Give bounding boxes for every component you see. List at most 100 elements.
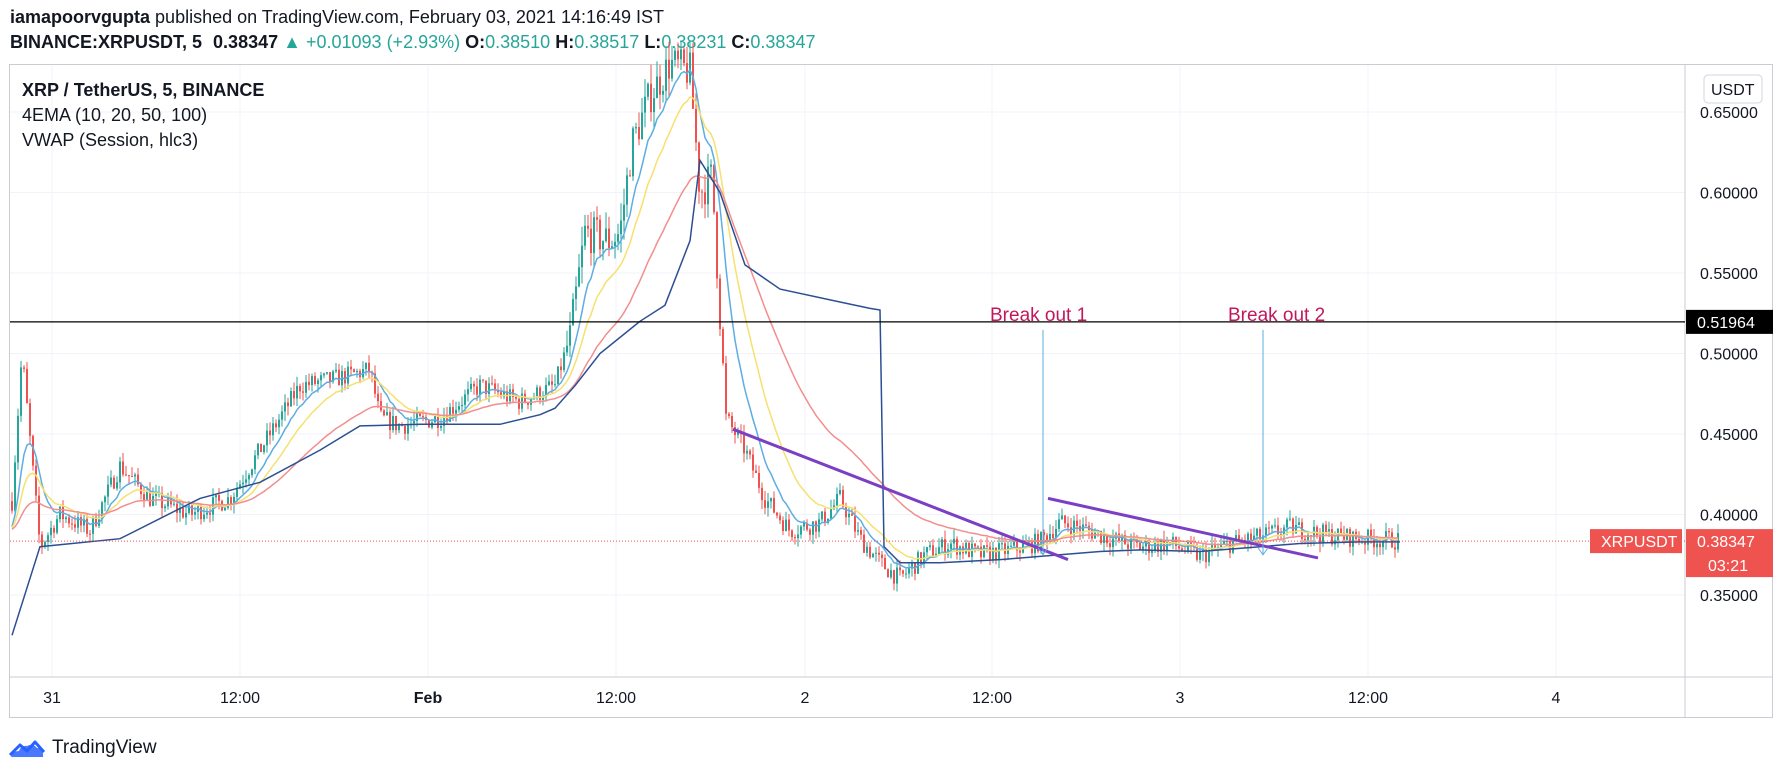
candle-body: [38, 495, 40, 535]
candle-body: [791, 530, 793, 538]
ohlc-header: BINANCE:XRPUSDT, 5 0.38347 ▲ +0.01093 (+…: [10, 32, 815, 53]
candle-body: [59, 506, 61, 520]
candle-body: [737, 431, 739, 435]
candle-body: [986, 545, 988, 547]
open-label: O:: [465, 32, 486, 52]
candle-body: [332, 371, 334, 382]
breakout-2-label[interactable]: Break out 2: [1228, 305, 1325, 326]
time-tick-label: 31: [43, 690, 61, 707]
candle-body: [1364, 541, 1366, 545]
candle-body: [86, 518, 88, 534]
candle-body: [764, 500, 766, 508]
trendline-2[interactable]: [1047, 496, 1319, 560]
candle-body: [1271, 525, 1273, 529]
currency-label: USDT: [1711, 82, 1755, 99]
candle-body: [587, 225, 589, 229]
vwap-legend[interactable]: VWAP (Session, hlc3): [22, 130, 199, 150]
candle-body: [320, 375, 322, 381]
candle-body: [854, 515, 856, 532]
candle-body: [590, 228, 592, 254]
candle-body: [788, 519, 790, 531]
candle-body: [944, 539, 946, 555]
price-tick-label: 0.45000: [1700, 427, 1758, 444]
time-tick-label: 12:00: [220, 690, 260, 707]
candle-body: [1190, 541, 1192, 546]
price-tick-label: 0.65000: [1700, 105, 1758, 122]
candle-body: [440, 425, 442, 428]
candle-body: [941, 539, 943, 548]
last-price: 0.38347: [213, 32, 279, 52]
candle-body: [212, 497, 214, 515]
candle-body: [812, 521, 814, 535]
candle-body: [1220, 543, 1222, 547]
price-tick-label: 0.35000: [1700, 588, 1758, 605]
author-name[interactable]: iamapoorvgupta: [10, 7, 151, 27]
time-tick-label: 4: [1552, 690, 1561, 707]
candle-body: [893, 570, 895, 584]
candle-body: [713, 164, 715, 213]
candle-body: [668, 59, 670, 79]
countdown-timer: 03:21: [1708, 558, 1748, 575]
candle-body: [1004, 543, 1006, 554]
trendline-1[interactable]: [732, 427, 1069, 561]
candle-body: [554, 384, 556, 386]
candle-body: [1073, 520, 1075, 535]
candle-body: [395, 415, 397, 431]
candle-body: [608, 228, 610, 248]
ema-legend[interactable]: 4EMA (10, 20, 50, 100): [22, 105, 208, 125]
tradingview-logo[interactable]: TradingView: [8, 733, 157, 763]
candle-body: [44, 541, 46, 546]
close-value: 0.38347: [750, 32, 816, 52]
candle-body: [1277, 525, 1279, 535]
candle-body: [725, 363, 727, 414]
candle-body: [182, 507, 184, 518]
candle-body: [929, 545, 931, 548]
candle-body: [107, 484, 109, 497]
candle-body: [470, 383, 472, 390]
candle-body: [1034, 533, 1036, 554]
candle-body: [374, 373, 376, 394]
candle-body: [1259, 528, 1261, 540]
candle-body: [1307, 535, 1309, 541]
candle-body: [635, 127, 637, 129]
candle-body: [119, 461, 121, 483]
currency-button[interactable]: [1703, 74, 1763, 104]
candle-body: [488, 383, 490, 394]
candle-body: [1112, 538, 1114, 548]
breakout-1-label[interactable]: Break out 1: [990, 305, 1087, 326]
candle-body: [701, 191, 703, 193]
cloud-logo-icon: [8, 740, 46, 757]
candle-body: [650, 83, 652, 113]
candle-body: [584, 225, 586, 246]
candle-body: [605, 228, 607, 242]
candle-body: [20, 367, 22, 416]
candle-body: [515, 397, 517, 399]
time-tick-label: 12:00: [596, 690, 636, 707]
candle-body: [1226, 540, 1228, 542]
candle-body: [1268, 527, 1270, 529]
candle-body: [521, 393, 523, 409]
candle-body: [623, 204, 625, 221]
candle-body: [911, 562, 913, 569]
candle-body: [1016, 541, 1018, 551]
candle-body: [1214, 545, 1216, 549]
candle-body: [1139, 542, 1141, 550]
candle-body: [704, 192, 706, 205]
candle-body: [851, 513, 853, 516]
candle-body: [1109, 543, 1111, 548]
candle-body: [383, 410, 385, 416]
candle-body: [14, 462, 16, 511]
vwap-line: [11, 158, 1400, 636]
candle-body: [761, 487, 763, 501]
chart-frame[interactable]: [9, 64, 1773, 718]
candle-body: [1175, 536, 1177, 547]
candle-body: [869, 546, 871, 558]
candle-body: [755, 470, 757, 473]
candle-body: [1151, 549, 1153, 553]
candle-body: [311, 376, 313, 385]
ema-20-line: [11, 96, 1399, 560]
candle-body: [884, 557, 886, 570]
candle-body: [269, 430, 271, 436]
candle-body: [419, 413, 421, 417]
